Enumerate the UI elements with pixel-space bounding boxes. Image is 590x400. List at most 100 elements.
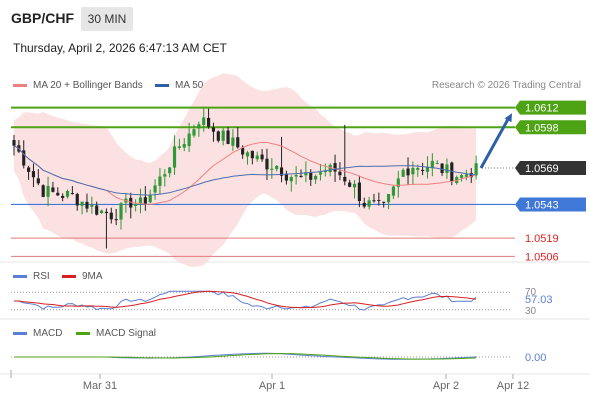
candle-body — [192, 129, 196, 136]
candle-body — [377, 199, 381, 201]
legend-label-ma50: MA 50 — [175, 80, 204, 91]
candle-body — [435, 162, 439, 164]
symbol-title: GBP/CHF — [11, 10, 74, 26]
candle-body — [396, 178, 400, 187]
candle-body — [95, 205, 99, 215]
candle-body — [279, 167, 284, 176]
candle-body — [168, 167, 172, 174]
price-tag-bg — [515, 120, 586, 135]
candle-body — [138, 197, 143, 204]
candle-body — [236, 137, 240, 148]
candle-body — [27, 167, 31, 172]
bollinger-bands — [14, 73, 477, 267]
candle-body — [197, 124, 201, 129]
price-levels — [11, 106, 515, 257]
candle-body — [226, 130, 230, 144]
legend-label-macd-signal: MACD Signal — [96, 328, 157, 339]
candle-body — [430, 160, 434, 169]
candle-body — [464, 174, 468, 177]
candle-body — [231, 137, 235, 146]
panel-separators — [0, 261, 590, 375]
legend-swatch-ma50 — [155, 83, 169, 87]
candle-body — [85, 201, 89, 209]
price-tag-label: 1.0598 — [525, 122, 559, 134]
candle-body — [284, 173, 288, 181]
candle-body — [51, 187, 55, 192]
candle-body — [338, 171, 342, 176]
x-tick-label: Apr 2 — [433, 380, 459, 392]
legend-label-macd: MACD — [33, 328, 63, 339]
candle-body — [318, 172, 323, 175]
candle-body — [187, 133, 191, 147]
time-axis: Mar 31 Apr 1 Apr 2 Apr 12 — [10, 370, 529, 392]
legend-swatch-macd — [13, 331, 27, 335]
candle-body — [357, 182, 361, 202]
candle-body — [382, 201, 386, 203]
x-tick-label: Apr 12 — [497, 380, 529, 392]
candle-body — [148, 194, 152, 203]
candle-body — [143, 197, 147, 204]
candle-body — [294, 175, 298, 177]
candle-body — [134, 203, 138, 206]
candle-body — [99, 210, 104, 214]
candlesticks — [12, 107, 478, 249]
candle-body — [352, 183, 357, 188]
candle-body — [90, 204, 94, 207]
candle-body — [31, 171, 36, 178]
price-tag-bg — [515, 197, 586, 212]
price-tag-label: 1.0612 — [525, 103, 559, 115]
candle-body — [401, 169, 405, 177]
candle-body — [421, 169, 425, 171]
macd-last-value: 0.00 — [525, 352, 546, 364]
candle-body — [469, 173, 473, 178]
candle-body — [202, 117, 206, 126]
candle-body — [309, 172, 313, 180]
chart-header: GBP/CHF 30 MIN — [0, 0, 590, 34]
bollinger-band-fill — [14, 73, 477, 267]
legend-macd: MACD — [13, 328, 62, 339]
legend-ma50: MA 50 — [155, 80, 203, 91]
candle-body — [440, 163, 444, 173]
candle-body — [367, 200, 371, 207]
candle-body — [172, 146, 177, 168]
legend-swatch-rsi-ma — [62, 274, 76, 278]
legend-bollinger: MA 20 + Bollinger Bands — [13, 80, 143, 91]
rsi-ma-line — [14, 290, 477, 309]
candle-body — [153, 185, 157, 193]
candle-body — [211, 127, 216, 132]
candle-body — [12, 140, 16, 146]
timestamp: Thursday, April 2, 2026 6:47:13 AM CET — [13, 41, 227, 55]
price-tag-bg — [515, 100, 586, 115]
candle-body — [265, 158, 269, 170]
candle-body — [416, 168, 420, 170]
candle-body — [177, 146, 181, 148]
legend-label-rsi: RSI — [33, 271, 50, 282]
target-arrow — [479, 113, 512, 169]
candle-body — [372, 200, 376, 202]
legend-macd-signal: MACD Signal — [76, 328, 156, 339]
timeframe-button[interactable]: 30 MIN — [81, 7, 133, 31]
candle-body — [56, 192, 60, 196]
candle-body — [119, 203, 123, 220]
x-tick-label: Mar 31 — [83, 380, 117, 392]
price-tag-bg — [515, 160, 586, 175]
macd-signal-line — [14, 352, 477, 360]
rsi-last-value: 57.03 — [525, 294, 553, 306]
price-tag-label: 1.0543 — [525, 199, 559, 211]
candle-body — [158, 176, 162, 186]
candle-body — [114, 219, 118, 221]
candle-body — [386, 193, 391, 203]
rsi-tick-label: 30 — [525, 306, 537, 317]
legend-rsi: RSI — [13, 271, 50, 282]
candle-body — [425, 166, 430, 172]
legend-label-rsi-ma: 9MA — [82, 271, 103, 282]
candle-body — [255, 155, 259, 160]
candle-body — [36, 178, 40, 184]
candle-body — [163, 174, 167, 177]
candle-body — [270, 168, 274, 170]
candle-body — [250, 150, 254, 159]
target-arrow-head — [504, 113, 512, 123]
macd-line — [14, 352, 477, 360]
